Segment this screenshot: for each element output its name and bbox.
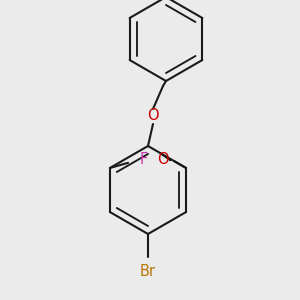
Text: Br: Br — [140, 264, 156, 279]
Text: O: O — [157, 152, 168, 167]
Text: O: O — [147, 109, 159, 124]
Text: F: F — [140, 152, 148, 167]
